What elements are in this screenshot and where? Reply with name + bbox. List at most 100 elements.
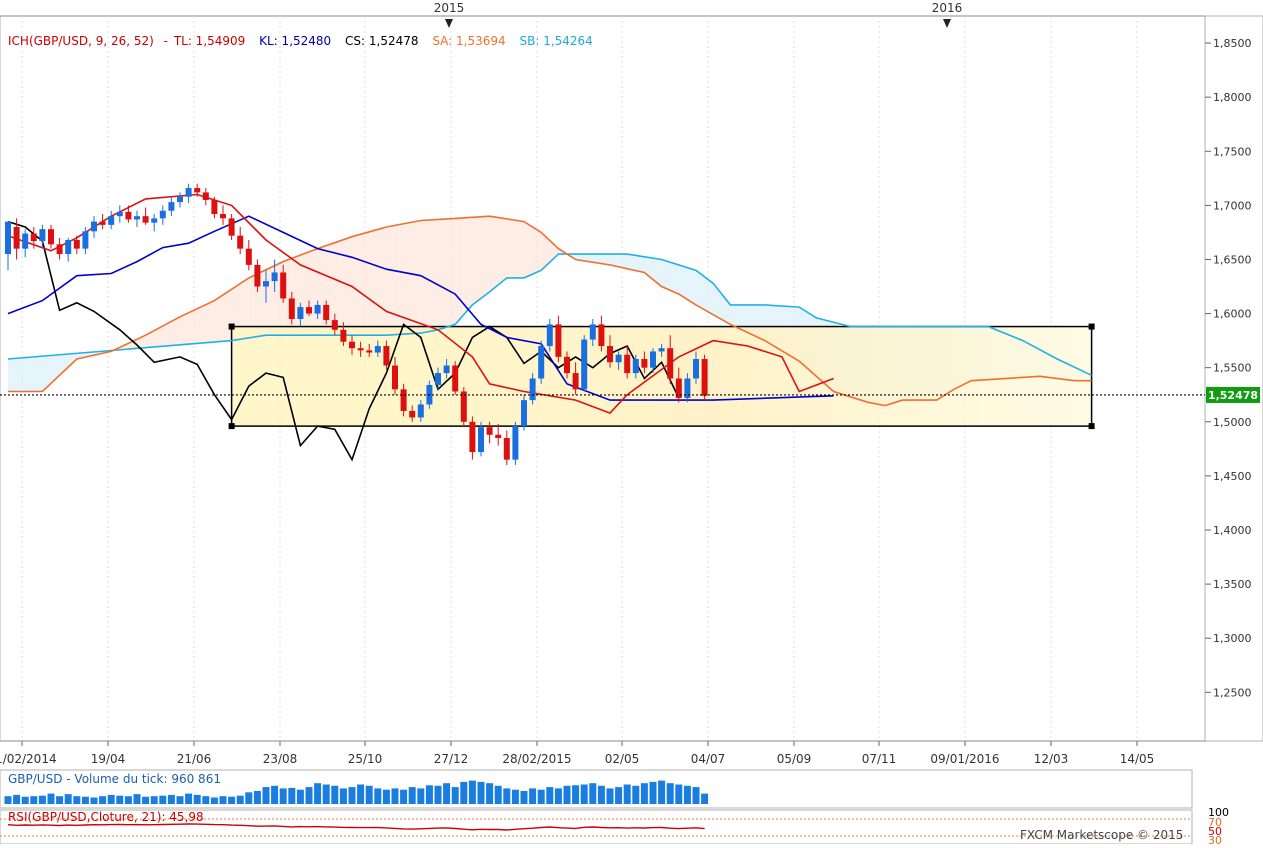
y-tick-label: 1,8500: [1213, 37, 1252, 50]
cloud-segment: [214, 297, 219, 343]
candle-body: [288, 298, 295, 319]
volume-bar: [38, 795, 46, 804]
volume-bar: [580, 784, 588, 804]
cloud-segment: [653, 258, 658, 284]
volume-bar: [210, 797, 218, 804]
candle-body: [383, 346, 390, 366]
volume-bar: [675, 784, 683, 804]
candle-body: [357, 348, 364, 351]
volume-bar: [417, 788, 425, 804]
rsi-scale-70: 70: [1208, 816, 1222, 829]
cloud-segment: [446, 218, 451, 328]
volume-bar: [546, 787, 554, 804]
cloud-segment: [42, 355, 47, 392]
cloud-segment: [72, 353, 77, 364]
cloud-segment: [274, 263, 279, 336]
cloud-segment: [545, 236, 550, 267]
volume-bar: [30, 796, 38, 804]
cloud-segment: [154, 328, 159, 347]
candle-body: [73, 239, 80, 249]
cloud-segment: [734, 304, 739, 329]
volume-bar: [623, 784, 631, 804]
candle-body: [39, 229, 46, 242]
cloud-segment: [592, 254, 598, 263]
cloud-segment: [296, 255, 301, 336]
legend-tl: TL: 1,54909: [173, 34, 246, 48]
cloud-segment: [257, 271, 262, 337]
candle-body: [624, 354, 631, 374]
tenkan-sen-line: [7, 193, 834, 415]
volume-bar: [236, 795, 244, 804]
volume-bar: [701, 793, 709, 804]
cloud-segment: [631, 254, 636, 271]
cloud-segment: [670, 262, 675, 293]
cloud-segment: [317, 247, 322, 336]
cloud-segment: [459, 217, 464, 320]
legend-cs: CS: 1,52478: [345, 34, 418, 48]
volume-bar: [64, 794, 72, 804]
candle-body: [615, 354, 622, 363]
volume-bar: [305, 787, 313, 804]
cloud-segment: [588, 254, 593, 263]
cloud-segment: [481, 216, 486, 299]
volume-bar: [73, 796, 81, 804]
range-box-handle: [1088, 423, 1095, 430]
cloud-segment: [502, 218, 507, 282]
candle-body: [374, 346, 381, 353]
price-range-box[interactable]: [228, 323, 1095, 430]
volume-bar: [503, 788, 511, 804]
cloud-segment: [25, 357, 30, 392]
cloud-segment: [532, 227, 537, 275]
candle-body: [220, 214, 226, 219]
cloud-segment: [627, 254, 632, 270]
cloud-segment: [438, 219, 443, 330]
volume-bar: [365, 785, 373, 804]
volume-bar: [683, 785, 691, 804]
cloud-segment: [493, 216, 499, 289]
volume-bar: [47, 793, 55, 804]
cloud-segment: [476, 216, 481, 302]
volume-bar: [133, 794, 141, 804]
volume-label: GBP/USD - Volume du tick: 960 861: [8, 772, 221, 786]
volume-bar: [632, 785, 640, 804]
cloud-segment: [648, 257, 653, 280]
volume-bar: [572, 785, 580, 804]
candle-body: [211, 199, 218, 215]
volume-bar: [159, 795, 167, 804]
candle-body: [306, 307, 312, 314]
candle-body: [641, 359, 648, 368]
cloud-segment: [640, 256, 645, 273]
cloud-segment: [175, 316, 180, 346]
volume-bar: [425, 785, 433, 804]
cloud-segment: [197, 306, 202, 344]
cloud-segment: [12, 358, 17, 392]
candle-body: [194, 188, 201, 193]
volume-bar: [692, 787, 700, 804]
volume-bar: [597, 785, 605, 804]
candle-body: [452, 365, 459, 392]
candle-body: [349, 341, 355, 349]
candle-body: [65, 239, 72, 255]
volume-bar: [4, 796, 12, 804]
range-box-handle: [228, 323, 235, 330]
cloud-segment: [141, 335, 146, 349]
volume-bar: [142, 796, 150, 804]
candle-body: [538, 346, 545, 379]
volume-bar: [21, 796, 29, 804]
candle-body: [134, 216, 140, 220]
cloud-segment: [730, 304, 735, 327]
candle-body: [632, 359, 639, 374]
x-tick-label: 01/02/2014: [0, 752, 57, 766]
kijun-sen-line: [7, 215, 834, 401]
volume-bar: [615, 787, 623, 804]
candle-body: [254, 264, 261, 287]
cloud-segment: [369, 230, 374, 336]
candle-body: [13, 227, 20, 249]
year-label: 2016: [932, 1, 963, 15]
cloud-segment: [321, 245, 327, 336]
cloud-segment: [683, 266, 688, 300]
candle-body: [314, 304, 321, 314]
cloud-segment: [326, 244, 331, 336]
